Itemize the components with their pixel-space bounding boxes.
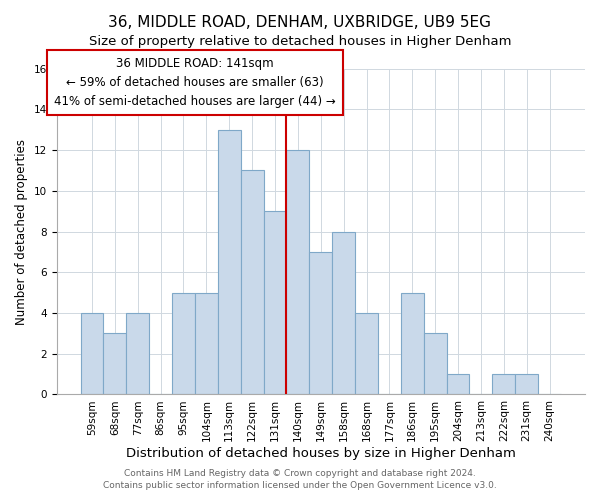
Bar [493,374,515,394]
Text: 36, MIDDLE ROAD, DENHAM, UXBRIDGE, UB9 5EG: 36, MIDDLE ROAD, DENHAM, UXBRIDGE, UB9 5… [109,15,491,30]
Bar [195,292,218,394]
Bar [424,334,446,394]
Bar [446,374,469,394]
Bar [127,313,149,394]
Bar [310,252,332,394]
Text: 36 MIDDLE ROAD: 141sqm
← 59% of detached houses are smaller (63)
41% of semi-det: 36 MIDDLE ROAD: 141sqm ← 59% of detached… [54,58,336,108]
X-axis label: Distribution of detached houses by size in Higher Denham: Distribution of detached houses by size … [126,447,516,460]
Bar [80,313,103,394]
Bar [286,150,310,394]
Bar [401,292,424,394]
Bar [218,130,241,394]
Bar [332,232,355,394]
Bar [172,292,195,394]
Bar [355,313,378,394]
Bar [263,211,286,394]
Bar [515,374,538,394]
Bar [241,170,263,394]
Text: Size of property relative to detached houses in Higher Denham: Size of property relative to detached ho… [89,35,511,48]
Y-axis label: Number of detached properties: Number of detached properties [15,138,28,324]
Bar [103,334,127,394]
Text: Contains HM Land Registry data © Crown copyright and database right 2024.
Contai: Contains HM Land Registry data © Crown c… [103,468,497,490]
